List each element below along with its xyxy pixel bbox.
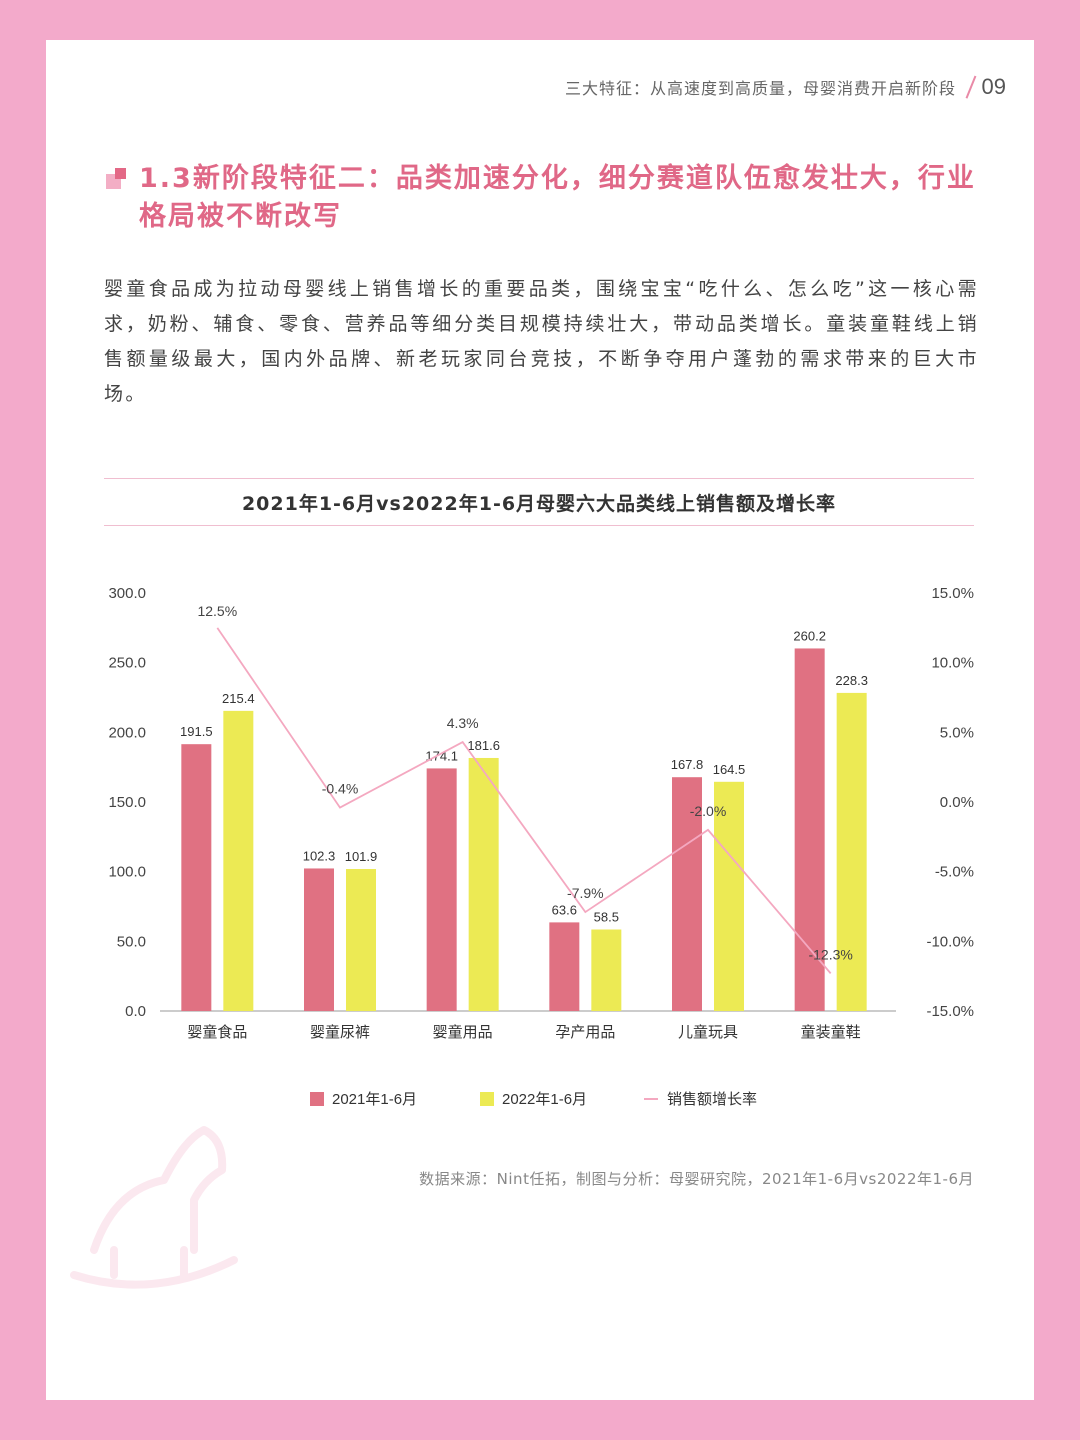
report-page: 三大特征：从高速度到高质量，母婴消费开启新阶段 09 1.3新阶段特征二：品类加…: [46, 40, 1034, 1400]
rocking-horse-watermark-icon: [70, 1126, 238, 1289]
bar-2022: [714, 781, 744, 1011]
growth-rate-label: -2.0%: [690, 803, 727, 819]
chart-title-bar: 2021年1-6月vs2022年1-6月母婴六大品类线上销售额及增长率: [104, 478, 974, 526]
bar-line-chart: 0.0 50.0 100.0 150.0 200.0 250.0 300.0 -15.0% -1…: [108, 585, 974, 1108]
x-tick-label: 婴童食品: [187, 1023, 247, 1041]
y-tick-label: 200.0: [108, 724, 146, 741]
y2-tick-label: 5.0%: [940, 724, 974, 741]
x-tick-label: 童装童鞋: [801, 1023, 861, 1041]
bar-2021: [304, 868, 334, 1011]
bar-2022: [591, 929, 622, 1011]
bar-value-label: 228.3: [835, 673, 868, 688]
y2-tick-label: 10.0%: [931, 655, 974, 672]
y-tick-label: 150.0: [108, 794, 146, 811]
bar-2022: [468, 757, 499, 1011]
y2-tick-label: -10.0%: [926, 933, 974, 950]
bar-value-label: 63.6: [552, 902, 577, 917]
bar-2022: [223, 710, 254, 1011]
y-tick-label: 100.0: [108, 864, 146, 881]
growth-rate-line: [216, 627, 832, 974]
legend-label-growth: 销售额增长率: [667, 1091, 757, 1108]
bar-value-label: 102.3: [303, 848, 336, 863]
bar-value-label: 101.9: [345, 849, 378, 864]
y-tick-label: 0.0: [125, 1003, 146, 1020]
legend-swatch-2022: [480, 1092, 494, 1106]
bar-value-label: 181.6: [467, 738, 500, 753]
page-header: 三大特征：从高速度到高质量，母婴消费开启新阶段 09: [565, 74, 1006, 100]
x-tick-label: 儿童玩具: [678, 1023, 738, 1041]
y-tick-label: 50.0: [117, 933, 146, 950]
data-source-note: 数据来源：Nint任拓，制图与分析：母婴研究院，2021年1-6月vs2022年…: [419, 1170, 974, 1188]
y2-tick-label: 15.0%: [931, 585, 974, 602]
bar-value-label: 215.4: [222, 691, 255, 706]
y-tick-label: 250.0: [108, 655, 146, 672]
x-tick-label: 孕产用品: [555, 1024, 615, 1041]
bar-2021: [549, 922, 580, 1011]
growth-rate-label: -12.3%: [808, 946, 852, 962]
growth-rate-label: 12.5%: [197, 603, 237, 619]
section-square-icon: [106, 168, 128, 190]
legend-label-2022: 2022年1-6月: [502, 1091, 587, 1108]
growth-rate-label: -0.4%: [322, 781, 359, 797]
bar-2021: [794, 648, 825, 1011]
bar-value-label: 260.2: [793, 628, 826, 643]
growth-rate-label: -7.9%: [567, 885, 604, 901]
body-paragraph: 婴童食品成为拉动母婴线上销售增长的重要品类，围绕宝宝“吃什么、怎么吃”这一核心需…: [104, 278, 979, 405]
bar-2022: [836, 692, 867, 1011]
x-tick-label: 婴童尿裤: [310, 1023, 370, 1041]
growth-rate-label: 4.3%: [447, 715, 479, 731]
bar-2021: [181, 744, 212, 1011]
bar-2021: [672, 777, 702, 1011]
y2-tick-label: -5.0%: [935, 864, 974, 881]
running-title: 三大特征：从高速度到高质量，母婴消费开启新阶段: [565, 79, 957, 98]
legend-label-2021: 2021年1-6月: [332, 1091, 417, 1108]
y-tick-label: 300.0: [108, 585, 146, 602]
section-title: 1.3新阶段特征二：品类加速分化，细分赛道队伍愈发壮大，行业格局被不断改写: [139, 163, 976, 232]
bar-value-label: 191.5: [180, 724, 213, 739]
chart-title: 2021年1-6月vs2022年1-6月母婴六大品类线上销售额及增长率: [241, 492, 837, 515]
x-tick-label: 婴童用品: [433, 1023, 493, 1041]
bar-2022: [346, 869, 376, 1011]
page-number: 09: [981, 74, 1006, 99]
bar-value-label: 164.5: [713, 762, 746, 777]
bar-value-label: 58.5: [594, 909, 619, 924]
legend-swatch-2021: [310, 1092, 324, 1106]
bar-value-label: 174.1: [425, 748, 458, 763]
bar-2021: [426, 768, 457, 1011]
y2-tick-label: 0.0%: [940, 794, 974, 811]
bar-value-label: 167.8: [671, 757, 704, 772]
y2-tick-label: -15.0%: [926, 1003, 974, 1020]
